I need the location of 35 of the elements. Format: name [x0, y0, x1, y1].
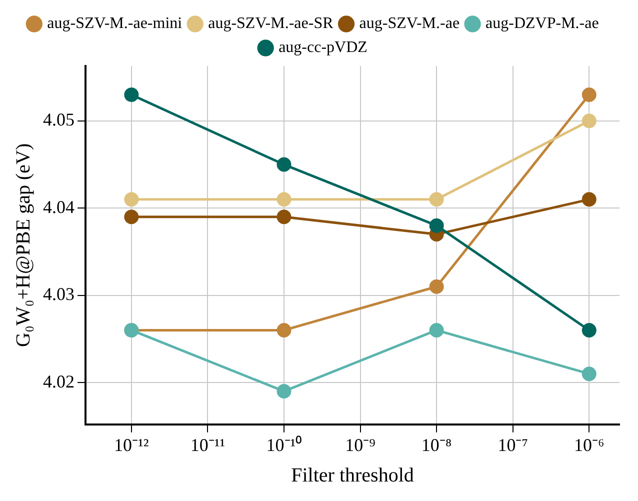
x-tick-label: 10⁻⁶: [574, 434, 604, 455]
legend-label: aug-cc-pVDZ: [278, 39, 368, 56]
y-tick-label: 4.03: [43, 284, 74, 304]
x-tick-label: 10⁻⁹: [345, 434, 376, 455]
point: [124, 192, 139, 207]
point: [429, 322, 444, 338]
y-tick-label: 4.04: [43, 196, 74, 217]
x-tick-label: 10⁻¹²: [114, 434, 149, 455]
point: [429, 192, 444, 207]
point: [124, 210, 139, 224]
legend-label: aug-SZV-M.-ae-mini: [47, 15, 183, 32]
point: [582, 114, 596, 128]
point: [276, 192, 292, 207]
y-axis-title: G₀W₀+H@PBE gap (eV): [12, 143, 34, 348]
legend-label: aug-SZV-M.-ae: [359, 15, 460, 32]
legend-label: aug-DZVP-M.-ae: [486, 15, 599, 32]
point: [582, 88, 596, 102]
legend-label: aug-SZV-M.-ae-SR: [208, 15, 334, 32]
point: [582, 192, 596, 207]
point: [582, 366, 596, 382]
point: [124, 88, 139, 102]
point: [582, 322, 596, 338]
point: [276, 322, 292, 338]
x-axis-title: Filter threshold: [291, 464, 414, 486]
x-tick-label: 10⁻⁸: [421, 434, 452, 455]
y-tick-label: 4.05: [43, 110, 74, 130]
x-tick-label: 10⁻⁷: [498, 434, 528, 455]
x-tick-label: 10⁻¹¹: [190, 434, 226, 455]
y-tick-label: 4.02: [43, 371, 74, 392]
point: [276, 384, 292, 399]
point: [276, 210, 292, 224]
x-tick-label: 10⁻¹⁰: [266, 434, 302, 455]
point: [429, 279, 444, 294]
point: [276, 157, 292, 172]
point: [429, 218, 444, 233]
